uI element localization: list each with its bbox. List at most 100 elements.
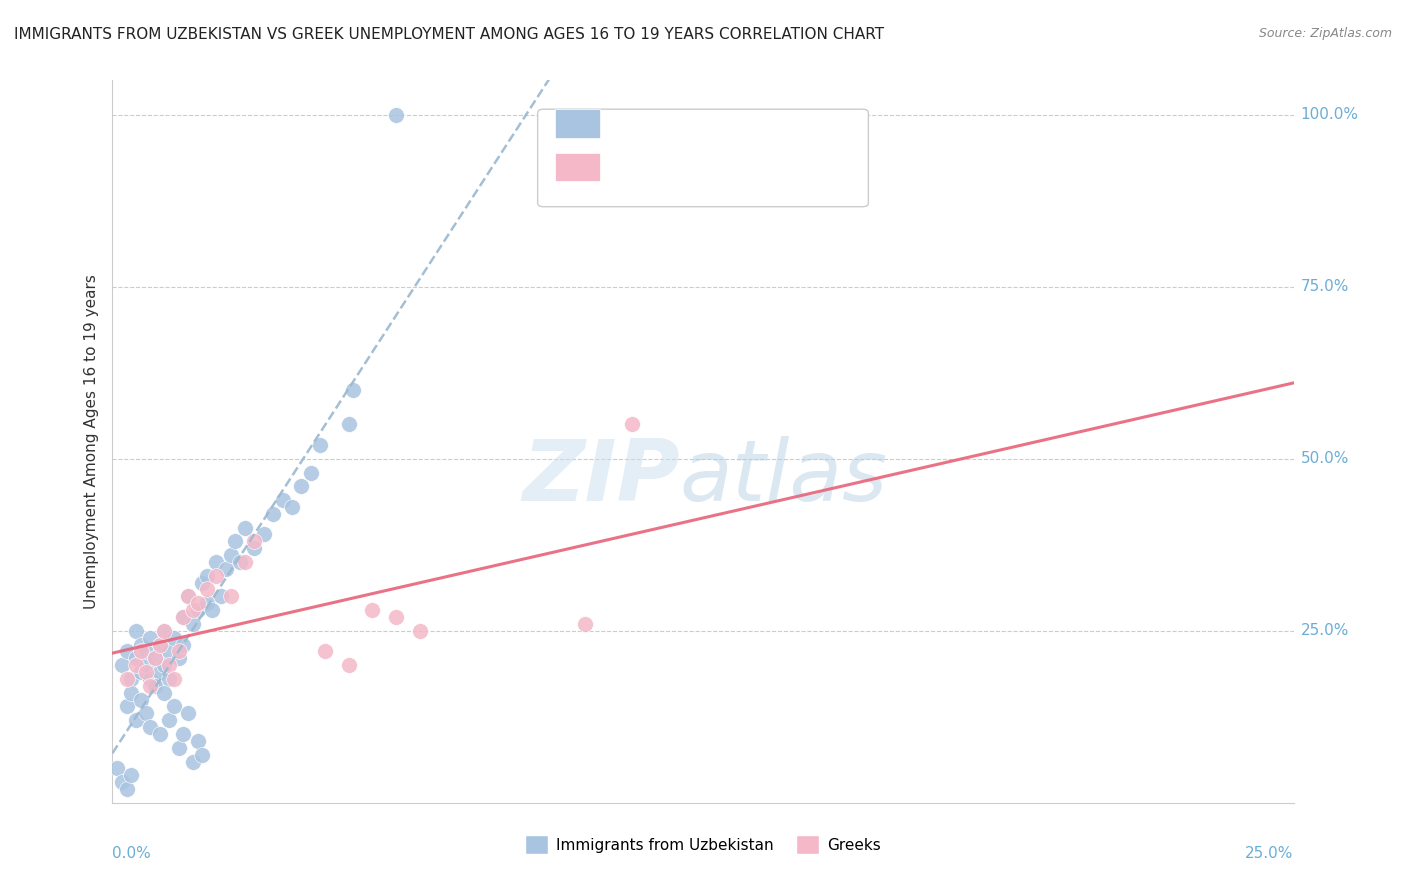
Point [163,672,186,686]
Point [172,727,194,741]
Text: R = 0.286: R = 0.286 [617,158,700,176]
Point [163,631,186,645]
Point [125,713,148,727]
Point [243,534,266,549]
Point [408,624,430,638]
Point [135,706,157,721]
Point [205,555,228,569]
Point [120,768,142,782]
Point [135,658,157,673]
Point [120,686,142,700]
Point [337,658,360,673]
Point [191,575,214,590]
Point [115,672,138,686]
Point [115,699,138,714]
Point [125,651,148,665]
Text: 100.0%: 100.0% [1301,107,1358,122]
Point [209,590,232,604]
Point [177,706,200,721]
Point [143,651,166,665]
Point [135,644,157,658]
Point [262,507,284,521]
Point [115,644,138,658]
Point [195,582,218,597]
Point [129,692,152,706]
Point [139,720,162,734]
Point [129,665,152,679]
Point [157,658,180,673]
Point [167,644,190,658]
Point [120,672,142,686]
Text: N = 27: N = 27 [738,158,796,176]
Point [385,108,408,122]
Text: atlas: atlas [679,436,887,519]
Point [111,658,134,673]
Point [135,665,157,679]
Point [224,534,246,549]
Point [167,740,190,755]
Text: 25.0%: 25.0% [1246,847,1294,861]
Point [149,638,172,652]
Point [253,527,276,541]
Point [149,638,172,652]
Point [229,555,252,569]
Point [125,658,148,673]
Text: IMMIGRANTS FROM UZBEKISTAN VS GREEK UNEMPLOYMENT AMONG AGES 16 TO 19 YEARS CORRE: IMMIGRANTS FROM UZBEKISTAN VS GREEK UNEM… [14,27,884,42]
Point [233,555,256,569]
Point [139,672,162,686]
Text: 25.0%: 25.0% [1301,624,1348,639]
Text: 0.0%: 0.0% [112,847,152,861]
Point [186,603,208,617]
Point [172,610,194,624]
Legend: Immigrants from Uzbekistan, Greeks: Immigrants from Uzbekistan, Greeks [519,830,887,860]
Point [111,775,134,789]
Text: Source: ZipAtlas.com: Source: ZipAtlas.com [1258,27,1392,40]
Point [181,603,204,617]
Point [105,761,128,775]
Point [361,603,384,617]
Point [271,493,294,508]
Point [163,699,186,714]
Point [139,679,162,693]
Point [149,727,172,741]
Point [201,603,224,617]
Point [129,638,152,652]
Point [125,624,148,638]
Point [195,596,218,610]
Point [167,651,190,665]
Point [153,658,176,673]
Point [143,651,166,665]
Point [157,713,180,727]
Point [153,686,176,700]
Point [115,782,138,797]
FancyBboxPatch shape [555,109,600,138]
Point [574,616,596,631]
Point [186,596,208,610]
Point [143,679,166,693]
Point [191,747,214,762]
Point [143,679,166,693]
Point [177,590,200,604]
Text: ZIP: ZIP [522,436,679,519]
FancyBboxPatch shape [555,153,600,181]
Point [181,755,204,769]
Point [309,438,332,452]
Point [385,610,408,624]
Y-axis label: Unemployment Among Ages 16 to 19 years: Unemployment Among Ages 16 to 19 years [83,274,98,609]
Point [149,665,172,679]
Text: N = 69: N = 69 [738,115,796,133]
Point [172,610,194,624]
Point [181,616,204,631]
Point [205,568,228,582]
Point [219,590,242,604]
Point [139,631,162,645]
Point [219,548,242,562]
Point [186,734,208,748]
Point [621,417,644,432]
Point [153,624,176,638]
Point [281,500,304,514]
Point [129,644,152,658]
Point [233,520,256,534]
Point [157,644,180,658]
Point [153,624,176,638]
